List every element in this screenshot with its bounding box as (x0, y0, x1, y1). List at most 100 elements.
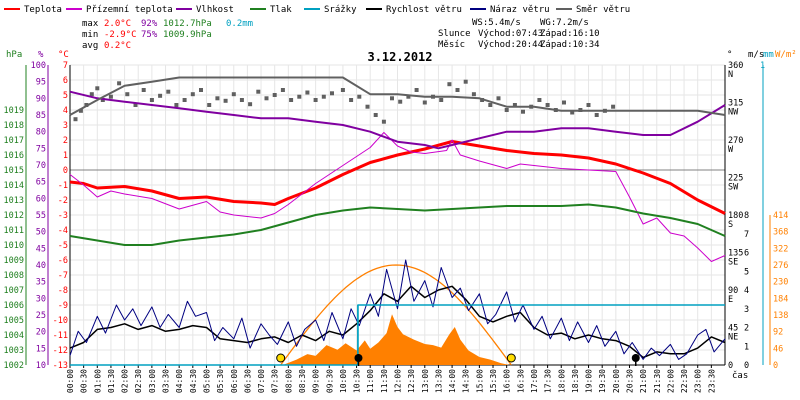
legend-label: Srážky (324, 5, 357, 15)
x-tick-label: 15:30 (489, 369, 498, 393)
humidity-tick-label: 45 (36, 244, 46, 254)
stats-min-temp: -2.9°C (104, 30, 137, 40)
x-tick-label: 08:00 (284, 369, 293, 393)
wind-tick-label: 2 (744, 324, 749, 334)
temperature-tick-label: -7 (58, 271, 68, 281)
solar-tick-label: 230 (773, 278, 788, 288)
wind-direction-point (264, 96, 269, 101)
x-tick-label: 22:30 (680, 369, 689, 393)
direction-tick-label: 360 (728, 61, 743, 71)
direction-tick-label: 0 (728, 361, 733, 371)
wind-direction-point (455, 88, 460, 92)
x-tick-label: 13:00 (421, 369, 430, 393)
wind-direction-point (108, 94, 113, 99)
humidity-tick-label: 85 (36, 111, 46, 121)
temperature-tick-label: -13 (53, 361, 68, 371)
axis-headers: hPa % °C ° m/s mm W/m² čas (6, 50, 797, 381)
pressure-tick-label: 1005 (4, 316, 24, 326)
stats-avg-label: avg (82, 41, 98, 51)
wind-direction-point (256, 89, 261, 94)
wind-direction-point (422, 100, 427, 105)
direction-axis-unit: ° (727, 50, 732, 60)
series-line-n-raz-v-tru (69, 259, 726, 360)
humidity-tick-label: 65 (36, 178, 46, 188)
wind-direction-point (357, 94, 362, 99)
solar-tick-label: 138 (773, 311, 788, 321)
x-tick-label: 22:00 (666, 369, 675, 393)
x-tick-label: 14:30 (462, 369, 471, 393)
temperature-tick-label: 3 (63, 121, 68, 131)
humidity-axis-unit: % (38, 50, 44, 60)
humidity-tick-label: 60 (36, 194, 46, 204)
wind-direction-point (133, 103, 138, 107)
humidity-tick-label: 80 (36, 128, 46, 138)
direction-tick-label: 90 (728, 286, 738, 296)
wind-direction-point (340, 88, 345, 92)
stats-max-temp: 2.0°C (104, 19, 131, 29)
wind-direction-point (586, 103, 591, 107)
wind-sun-moon-info: WS:5.4m/s WG:7.2m/s Slunce Východ:07:43 … (438, 18, 600, 50)
wind-direction-point (545, 103, 550, 107)
pressure-tick-label: 1008 (4, 271, 24, 281)
temperature-tick-label: -11 (53, 331, 68, 341)
temperature-tick-label: 0 (63, 166, 68, 176)
sun-marker (506, 353, 516, 363)
x-tick-label: 17:00 (530, 369, 539, 393)
moonset-time: Západ:10:34 (540, 40, 600, 50)
wind-direction-point (289, 98, 294, 102)
solar-radiation-area (282, 314, 510, 365)
compass-label: NW (728, 108, 739, 118)
wind-direction-point (248, 102, 253, 107)
humidity-tick-label: 15 (36, 344, 46, 354)
humidity-tick-label: 30 (36, 294, 46, 304)
wind-direction-point (239, 98, 244, 102)
wind-direction-point (215, 96, 220, 101)
solar-tick-label: 322 (773, 244, 788, 254)
wind-direction-point (349, 98, 354, 102)
wind-direction-point (373, 113, 378, 117)
pressure-tick-label: 1003 (4, 346, 24, 356)
temperature-tick-label: 5 (63, 91, 68, 101)
solar-axis-unit: W/m² (775, 50, 797, 60)
wind-direction-point (381, 119, 386, 124)
pressure-tick-label: 1015 (4, 166, 24, 176)
wind-direction-point (414, 88, 419, 92)
rain-tick-label: 1 (760, 61, 765, 71)
pressure-axis-unit: hPa (6, 50, 22, 60)
x-tick-label: 01:00 (93, 369, 102, 393)
pressure-tick-label: 1007 (4, 286, 24, 296)
x-tick-label: 14:00 (448, 369, 457, 393)
temperature-tick-label: -5 (58, 241, 68, 251)
x-tick-label: 09:30 (325, 369, 334, 393)
temperature-tick-label: -3 (58, 211, 68, 221)
humidity-tick-label: 35 (36, 278, 46, 288)
x-tick-label: 19:00 (585, 369, 594, 393)
time-axis-label: čas (732, 370, 748, 381)
plot-area (69, 76, 726, 366)
x-tick-label: 04:00 (175, 369, 184, 393)
wind-tick-label: 1 (744, 342, 749, 352)
pressure-tick-label: 1011 (4, 226, 24, 236)
wind-direction-point (504, 108, 509, 112)
legend-label: Vlhkost (196, 5, 234, 15)
wind-direction-point (125, 92, 130, 97)
wind-direction-point (321, 94, 326, 99)
wind-speed-info: WS:5.4m/s (472, 18, 521, 28)
stats-max-label: max (82, 19, 99, 29)
x-tick-label: 02:00 (121, 369, 130, 393)
wind-direction-point (89, 92, 94, 97)
x-tick-label: 12:30 (407, 369, 416, 393)
stats-min-label: min (82, 30, 98, 40)
solar-tick-label: 276 (773, 261, 788, 271)
wind-direction-point (330, 91, 334, 96)
x-tick-label: 01:30 (107, 369, 116, 393)
wind-direction-point (73, 117, 78, 122)
wind-direction-point (95, 86, 100, 91)
legend-label: Teplota (24, 5, 62, 15)
left-axes: 1019101810171016101510141013101210111010… (4, 61, 68, 371)
wind-direction-point (78, 108, 83, 113)
x-tick-label: 17:30 (544, 369, 553, 393)
humidity-tick-label: 75 (36, 144, 46, 154)
x-tick-label: 23:30 (707, 369, 716, 393)
